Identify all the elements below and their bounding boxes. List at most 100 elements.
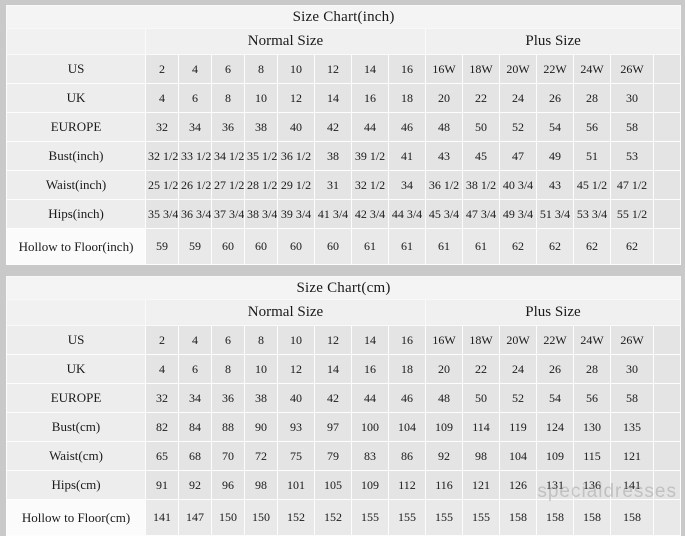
- row-label: EUROPE: [6, 383, 146, 413]
- row-label: Waist(cm): [6, 441, 146, 471]
- table-cell: 10: [277, 54, 315, 84]
- group-header-label-spacer: [6, 299, 146, 326]
- table-cell: 38: [314, 141, 352, 171]
- table-cell: 31: [314, 170, 352, 200]
- table-cell: 24W: [573, 325, 611, 355]
- table-cell: 158: [536, 499, 574, 536]
- table-cell: 41: [388, 141, 426, 171]
- table-cell: 29 1/2: [277, 170, 315, 200]
- table-cell-filler: [652, 441, 682, 471]
- table-row: US 2 4 6 8 10 12 14 16 16W 18W 20W 22W 24W 26W: [6, 54, 682, 84]
- row-label: Waist(inch): [6, 170, 146, 200]
- table-cell: 152: [314, 499, 352, 536]
- table-cell: 14: [314, 354, 352, 384]
- table-cell: 48: [425, 383, 463, 413]
- table-cell: 56: [573, 112, 611, 142]
- table-cell: 14: [351, 54, 389, 84]
- table-cell: 49 3/4: [499, 199, 537, 229]
- table-cell: 18: [388, 354, 426, 384]
- table-cell-filler: [652, 83, 682, 113]
- table-cell: 47 1/2: [610, 170, 654, 200]
- table-cell: 8: [244, 325, 278, 355]
- table-cell: 54: [536, 383, 574, 413]
- table-cell: 26W: [610, 325, 654, 355]
- table-cell-filler: [652, 170, 682, 200]
- table-cell: 16W: [425, 54, 463, 84]
- table-cell: 34 1/2: [211, 141, 245, 171]
- table-cell: 51 3/4: [536, 199, 574, 229]
- table-cell: 6: [211, 325, 245, 355]
- table-cell: 4: [178, 54, 212, 84]
- table-cell: 30: [610, 354, 654, 384]
- table-cell: 18: [388, 83, 426, 113]
- table-cell: 28: [573, 354, 611, 384]
- table-cell: 51: [573, 141, 611, 171]
- table-cell: 39 1/2: [351, 141, 389, 171]
- table-cell: 26: [536, 83, 574, 113]
- table-row: EUROPE 32 34 36 38 40 42 44 46 48 50 52 54 56 58: [6, 112, 682, 142]
- table-cell: 60: [277, 228, 315, 265]
- table-cell: 121: [462, 470, 500, 500]
- table-cell: 22W: [536, 54, 574, 84]
- table-cell: 24: [499, 354, 537, 384]
- table-cell: 109: [536, 441, 574, 471]
- table-cell: 32 1/2: [351, 170, 389, 200]
- table-cell: 53 3/4: [573, 199, 611, 229]
- table-cell: 36 1/2: [277, 141, 315, 171]
- table-cell: 35 3/4: [145, 199, 179, 229]
- table-row: Bust(inch) 32 1/2 33 1/2 34 1/2 35 1/2 36 1/2…: [6, 141, 682, 171]
- row-label: Bust(cm): [6, 412, 146, 442]
- table-cell: 56: [573, 383, 611, 413]
- table-cell: 16: [351, 354, 389, 384]
- table-cell: 60: [211, 228, 245, 265]
- table-cell: 88: [211, 412, 245, 442]
- row-label: UK: [6, 83, 146, 113]
- table-cell: 44: [351, 383, 389, 413]
- row-label: Hollow to Floor(inch): [6, 228, 146, 265]
- table-cell: 28: [573, 83, 611, 113]
- table-cell: 119: [499, 412, 537, 442]
- table-cell: 18W: [462, 325, 500, 355]
- table-cell: 16W: [425, 325, 463, 355]
- table-cell: 16: [351, 83, 389, 113]
- table-cell: 45: [462, 141, 500, 171]
- table-cell: 6: [211, 54, 245, 84]
- table-cell-filler: [652, 199, 682, 229]
- table-cell: 52: [499, 112, 537, 142]
- table-row: US 2 4 6 8 10 12 14 16 16W 18W 20W 22W 24W 26W: [6, 325, 682, 355]
- table-cell: 37 3/4: [211, 199, 245, 229]
- table-cell: 22W: [536, 325, 574, 355]
- table-cell: 20: [425, 354, 463, 384]
- table-cell: 40: [277, 383, 315, 413]
- table-row: Hips(cm) 91 92 96 98 101 105 109 112 116 121 126 131…: [6, 470, 682, 500]
- table-cell: 33 1/2: [178, 141, 212, 171]
- table-cell-filler: [652, 54, 682, 84]
- table-cell: 8: [244, 54, 278, 84]
- table-row: EUROPE 32 34 36 38 40 42 44 46 48 50 52 54 56 58: [6, 383, 682, 413]
- table-cell: 14: [351, 325, 389, 355]
- table-cell: 72: [244, 441, 278, 471]
- table-row: UK 4 6 8 10 12 14 16 18 20 22 24 26 28 30: [6, 83, 682, 113]
- table-cell: 101: [277, 470, 315, 500]
- table-cell: 10: [244, 354, 278, 384]
- chart-title-row: Size Chart(inch): [5, 5, 682, 29]
- table-cell: 47 3/4: [462, 199, 500, 229]
- table-cell: 82: [145, 412, 179, 442]
- table-cell: 16: [388, 54, 426, 84]
- table-cell: 10: [244, 83, 278, 113]
- table-cell: 12: [314, 54, 352, 84]
- table-cell: 136: [573, 470, 611, 500]
- group-header-row: Normal Size Plus Size: [6, 28, 682, 55]
- table-cell: 49: [536, 141, 574, 171]
- table-cell: 147: [178, 499, 212, 536]
- table-cell: 20: [425, 83, 463, 113]
- table-cell: 38: [244, 383, 278, 413]
- table-cell: 104: [388, 412, 426, 442]
- table-cell: 14: [314, 83, 352, 113]
- table-cell: 115: [573, 441, 611, 471]
- chart-title-row: Size Chart(cm): [5, 276, 682, 300]
- table-cell: 26 1/2: [178, 170, 212, 200]
- table-cell: 6: [178, 354, 212, 384]
- row-label: US: [6, 325, 146, 355]
- table-cell: 45 1/2: [573, 170, 611, 200]
